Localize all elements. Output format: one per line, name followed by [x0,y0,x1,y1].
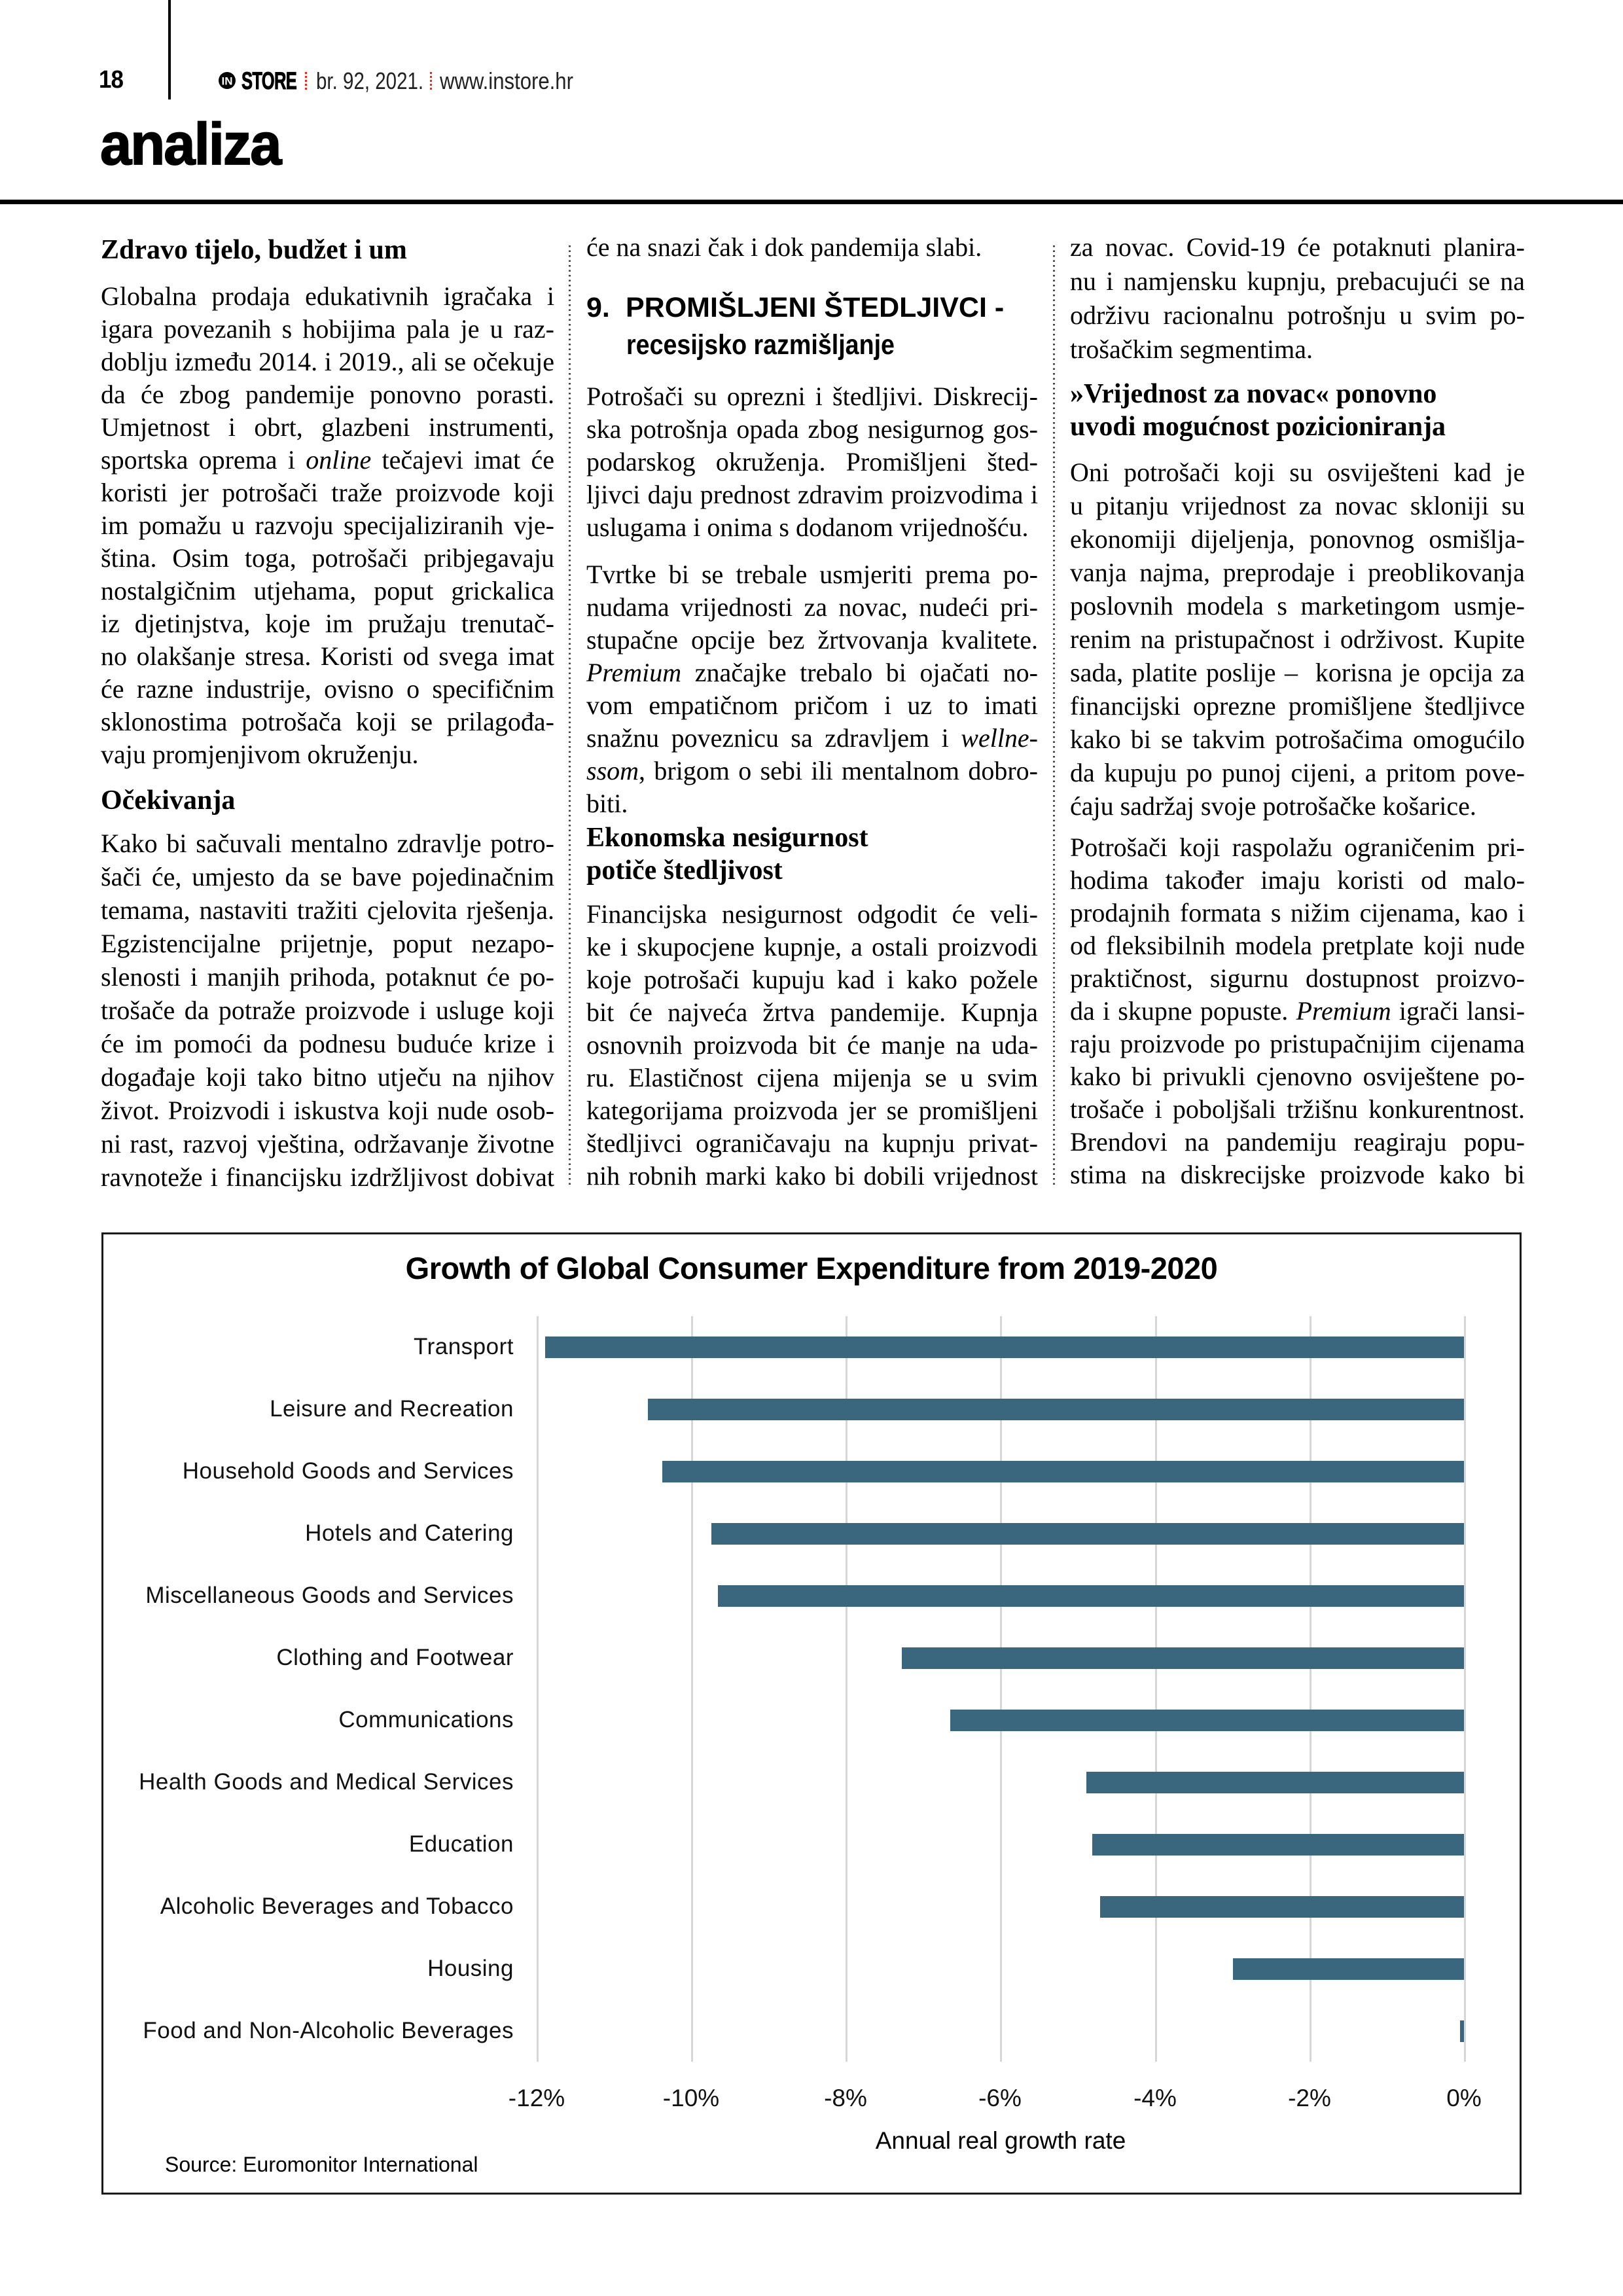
svg-text:IN: IN [222,75,233,88]
